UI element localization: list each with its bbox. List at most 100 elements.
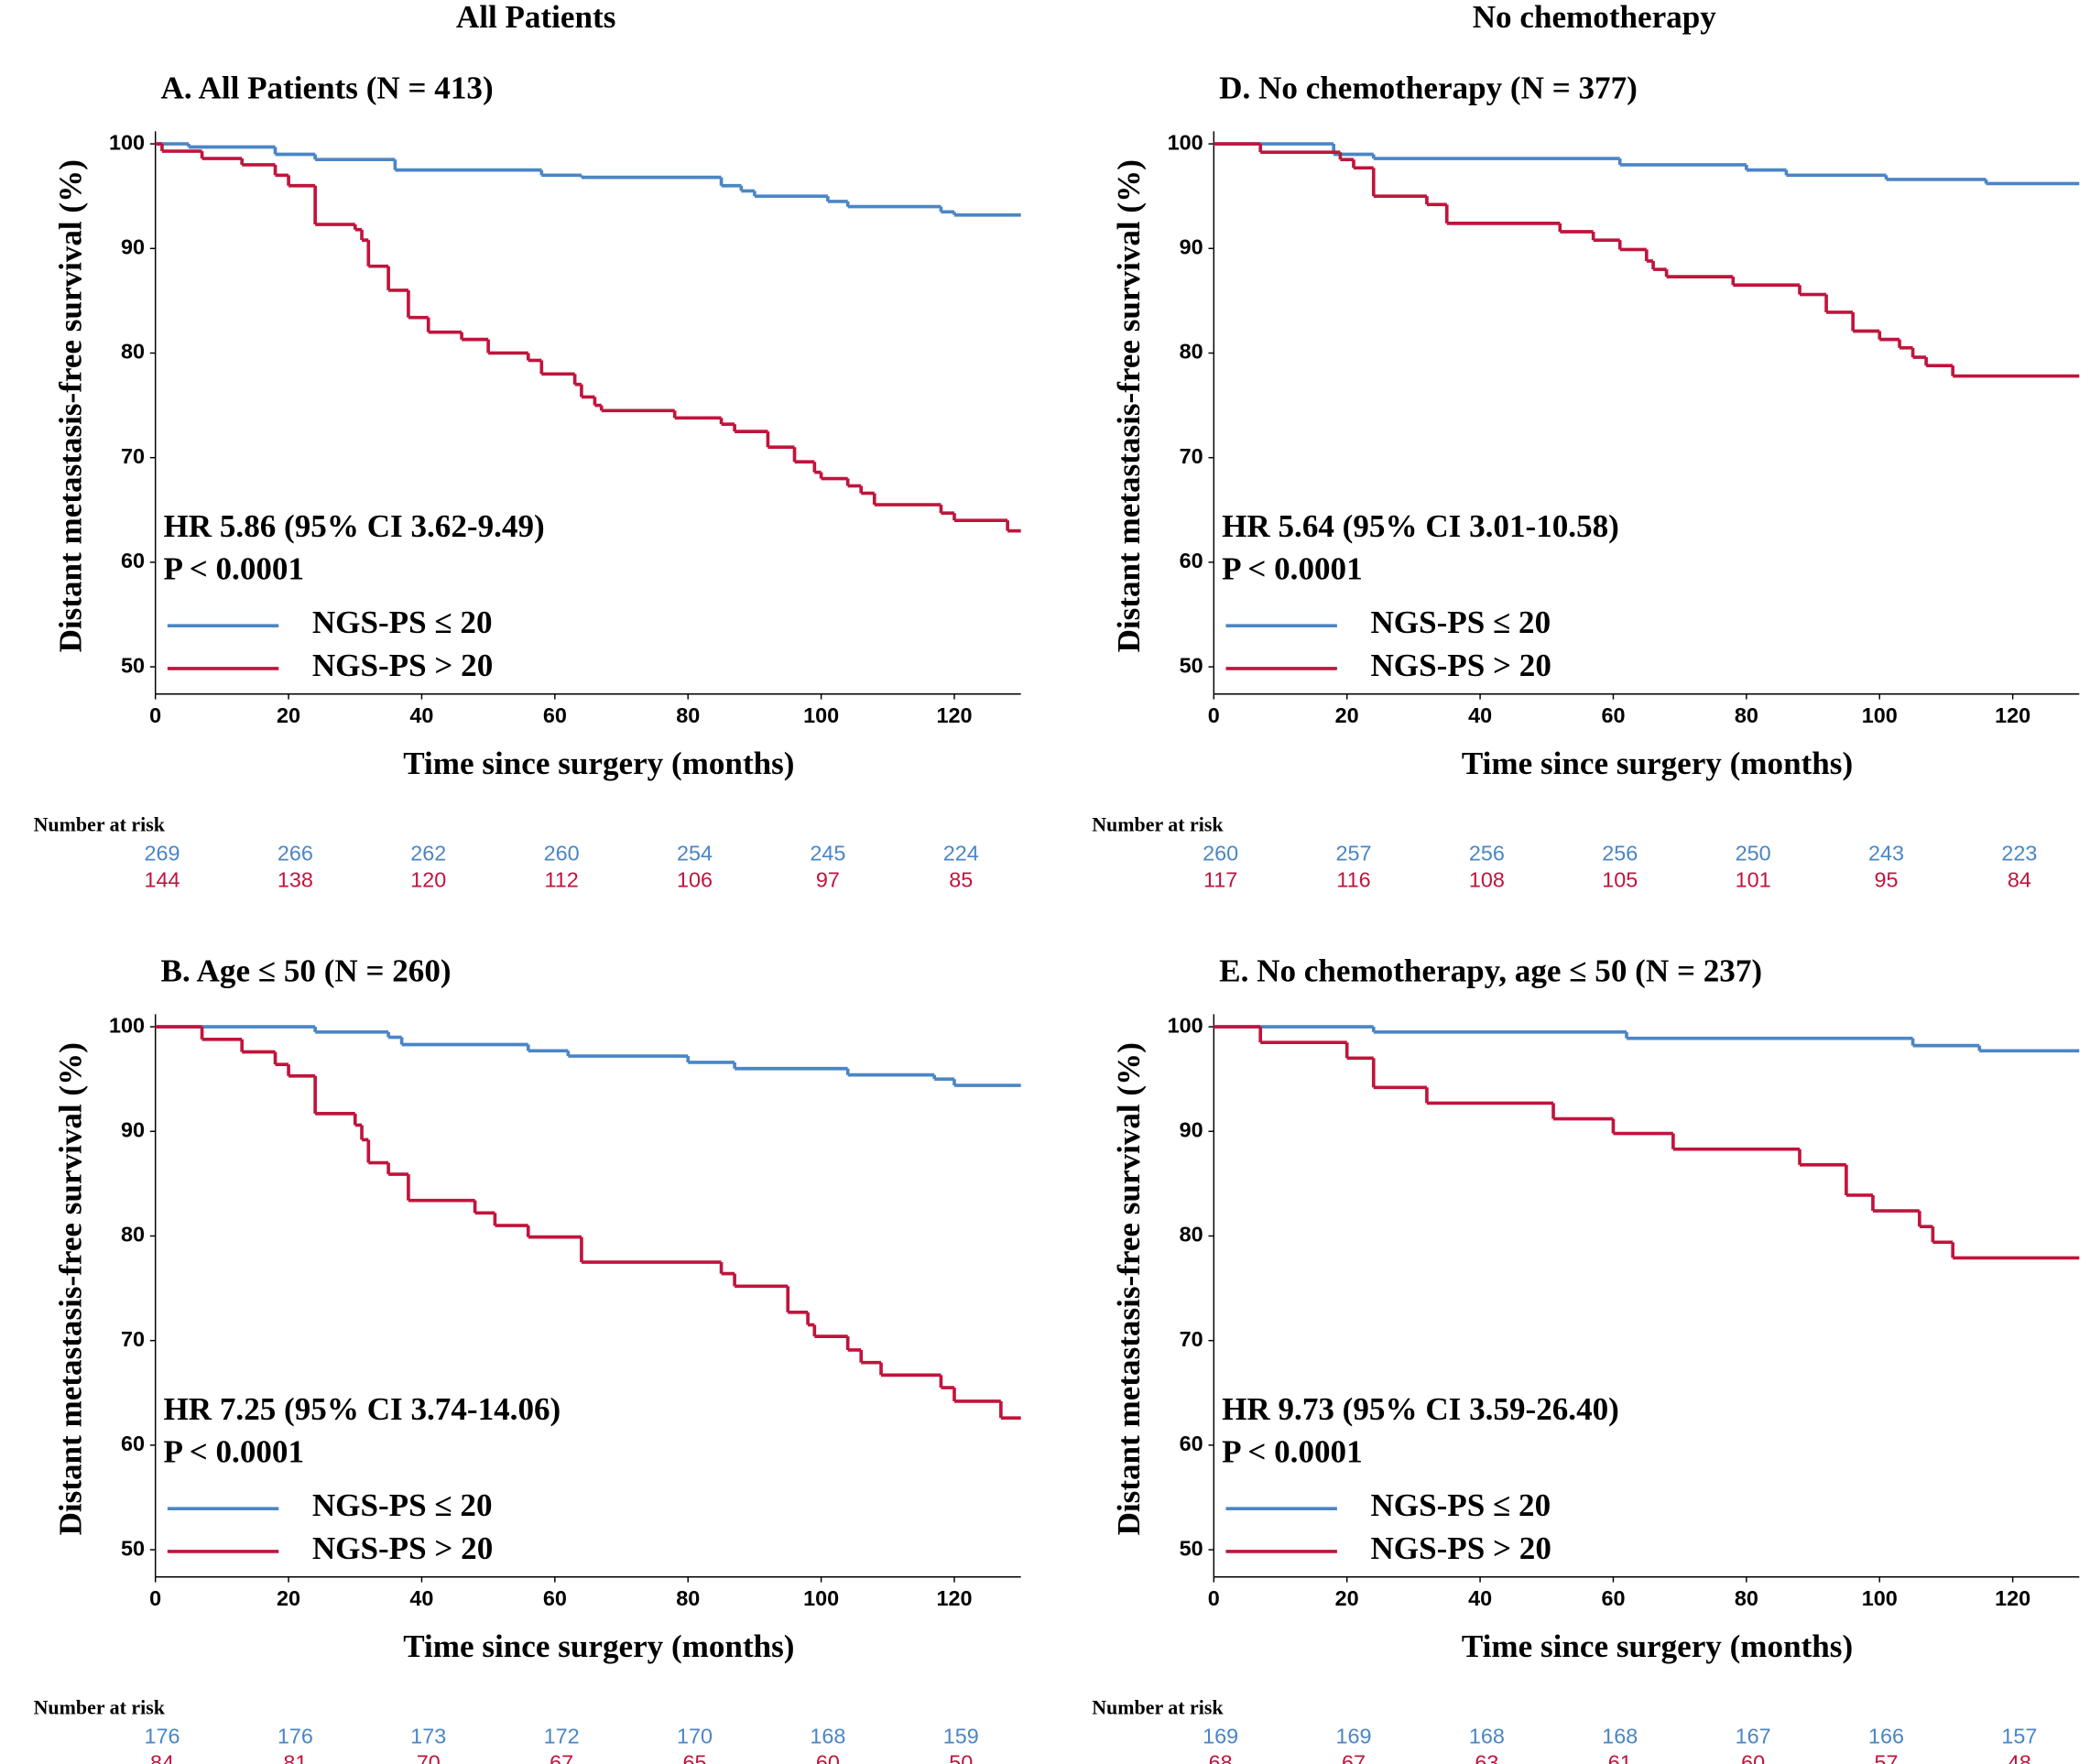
y-tick-label: 80 [1180,340,1203,364]
x-tick-label: 80 [1735,1586,1758,1610]
x-tick-label: 40 [1468,1586,1492,1610]
risk-count: 269 [144,841,180,865]
y-tick-label: 60 [1180,549,1203,572]
x-tick-label: 60 [1601,1586,1625,1610]
y-tick-label: 70 [121,444,145,468]
annotation: HR 5.64 (95% CI 3.01-10.58) [1222,508,1619,544]
x-tick-label: 0 [1208,1586,1220,1610]
x-tick-label: 40 [409,703,433,727]
x-tick-label: 80 [676,1586,700,1610]
risk-title: Number at risk [34,1696,166,1719]
risk-count: 60 [816,1751,840,1764]
risk-count: 260 [1203,841,1238,865]
risk-count: 169 [1335,1724,1371,1748]
legend-label: NGS-PS ≤ 20 [312,604,493,640]
risk-count: 81 [283,1751,307,1764]
risk-count: 84 [2008,868,2031,892]
risk-count: 67 [550,1751,573,1764]
annotation: P < 0.0001 [1222,1434,1363,1470]
x-tick-label: 120 [936,703,972,727]
y-tick-label: 50 [121,1536,145,1560]
legend-label: NGS-PS ≤ 20 [1370,1487,1551,1523]
chart-title: D. No chemotherapy (N = 377) [1219,71,1638,106]
y-tick-label: 90 [121,234,145,258]
x-tick-label: 100 [803,703,839,727]
risk-count: 224 [943,841,979,865]
chart-title: E. No chemotherapy, age ≤ 50 (N = 237) [1219,953,1762,989]
risk-count: 101 [1736,868,1771,892]
x-axis-label: Time since surgery (months) [1462,746,1853,781]
x-tick-label: 120 [936,1586,972,1610]
risk-count: 172 [544,1724,580,1748]
y-axis-label: Distant metastasis-free survival (%) [1111,159,1147,652]
risk-count: 262 [410,841,446,865]
legend-label: NGS-PS > 20 [1370,1530,1551,1566]
x-axis-label: Time since surgery (months) [403,1628,794,1664]
risk-count: 173 [410,1724,446,1748]
risk-count: 168 [810,1724,845,1748]
column-header: All Patients [456,0,615,35]
risk-count: 105 [1602,868,1638,892]
x-tick-label: 0 [149,703,161,727]
x-tick-label: 80 [1735,703,1758,727]
y-tick-label: 50 [121,653,145,677]
risk-count: 167 [1736,1724,1771,1748]
annotation: P < 0.0001 [1222,551,1363,587]
x-tick-label: 0 [149,1586,161,1610]
column-header: No chemotherapy [1473,0,1717,35]
risk-count: 138 [278,868,313,892]
risk-count: 176 [278,1724,313,1748]
y-tick-label: 80 [121,340,145,364]
risk-count: 112 [544,868,578,892]
risk-count: 48 [2008,1751,2031,1764]
x-axis-label: Time since surgery (months) [403,746,794,781]
annotation: HR 5.86 (95% CI 3.62-9.49) [163,508,544,544]
y-tick-label: 70 [1180,1327,1203,1351]
risk-count: 97 [816,868,840,892]
risk-title: Number at risk [1092,1696,1224,1719]
y-tick-label: 80 [121,1223,145,1247]
risk-count: 117 [1203,868,1237,892]
y-tick-label: 60 [1180,1432,1203,1455]
risk-count: 256 [1602,841,1638,865]
y-axis-label: Distant metastasis-free survival (%) [53,1042,89,1535]
x-tick-label: 60 [543,703,567,727]
x-tick-label: 20 [277,1586,300,1610]
legend-label: NGS-PS ≤ 20 [1370,604,1551,640]
risk-count: 176 [144,1724,180,1748]
chart-title: B. Age ≤ 50 (N = 260) [161,953,452,989]
risk-count: 166 [1868,1724,1904,1748]
x-tick-label: 20 [277,703,300,727]
risk-count: 256 [1469,841,1505,865]
y-tick-label: 70 [121,1327,145,1351]
risk-count: 144 [144,868,180,892]
x-tick-label: 60 [543,1586,567,1610]
chart-title: A. All Patients (N = 413) [161,71,494,106]
legend-label: NGS-PS ≤ 20 [312,1487,493,1523]
y-tick-label: 50 [1180,1536,1203,1560]
risk-count: 243 [1868,841,1904,865]
x-tick-label: 40 [409,1586,433,1610]
y-tick-label: 100 [109,1013,145,1037]
risk-count: 65 [683,1751,707,1764]
risk-count: 254 [677,841,713,865]
x-tick-label: 100 [1862,703,1898,727]
risk-count: 60 [1741,1751,1765,1764]
y-tick-label: 100 [109,130,145,154]
y-tick-label: 90 [1180,1117,1203,1141]
y-tick-label: 60 [121,1432,145,1455]
risk-count: 120 [410,868,446,892]
risk-count: 250 [1736,841,1771,865]
y-tick-label: 80 [1180,1223,1203,1247]
x-axis-label: Time since surgery (months) [1462,1628,1853,1664]
x-tick-label: 20 [1335,1586,1359,1610]
annotation: HR 7.25 (95% CI 3.74-14.06) [163,1391,561,1427]
risk-count: 168 [1602,1724,1638,1748]
x-tick-label: 100 [803,1586,839,1610]
risk-count: 169 [1203,1724,1238,1748]
y-tick-label: 60 [121,549,145,572]
x-tick-label: 60 [1601,703,1625,727]
risk-title: Number at risk [34,813,166,836]
legend-label: NGS-PS > 20 [312,1530,493,1566]
x-tick-label: 80 [676,703,700,727]
